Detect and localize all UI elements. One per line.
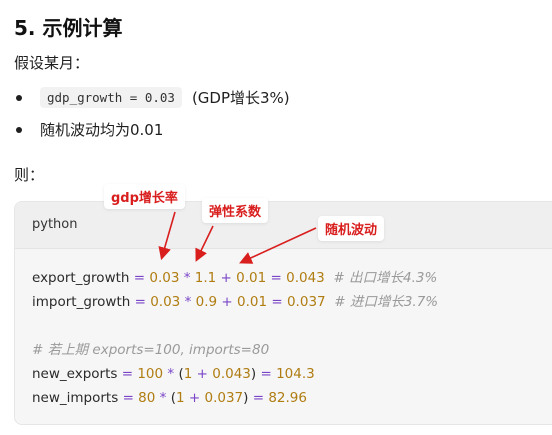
- code-operator: *: [159, 390, 167, 406]
- code-identifier: import_growth: [32, 294, 131, 310]
- code-operator: =: [271, 294, 283, 310]
- code-operator: *: [167, 366, 175, 382]
- intro-text: 假设某月：: [14, 54, 90, 72]
- bullet-random-text: 随机波动均为0.01: [40, 121, 164, 139]
- code-operator: =: [134, 294, 146, 310]
- code-block: python export_growth = 0.03 * 1.1 + 0.01…: [14, 201, 552, 425]
- bullet-dot-icon: [16, 126, 22, 133]
- code-paren: (: [178, 366, 184, 382]
- code-operator: =: [260, 366, 272, 382]
- code-number: 0.01: [236, 270, 267, 286]
- code-paren: (: [170, 390, 176, 406]
- code-operator: =: [122, 390, 134, 406]
- code-number: 0.043: [212, 366, 251, 382]
- code-number: 82.96: [268, 390, 307, 406]
- bullet-dot-icon: [16, 94, 22, 101]
- code-block-header: python: [15, 202, 552, 249]
- code-number: 0.037: [286, 294, 326, 310]
- code-number: 1: [183, 366, 193, 382]
- code-language-label: python: [32, 217, 78, 232]
- code-line: # 若上期 exports=100, imports=80: [32, 338, 438, 362]
- code-number: 80: [138, 390, 156, 406]
- annotation-gdp-rate: gdp增长率: [104, 184, 185, 209]
- code-identifier: new_imports: [32, 390, 119, 406]
- then-text: 则：: [14, 166, 45, 184]
- code-number: 0.043: [286, 270, 325, 286]
- code-operator: *: [184, 294, 192, 310]
- bullet-gdp-note: (GDP增长3%): [191, 89, 290, 107]
- bullet-random: 随机波动均为0.01: [14, 119, 163, 140]
- code-content: export_growth = 0.03 * 1.1 + 0.01 = 0.04…: [32, 266, 438, 410]
- code-paren: ): [243, 390, 249, 406]
- code-operator: +: [188, 390, 201, 406]
- code-number: 100: [137, 366, 164, 382]
- code-line: export_growth = 0.03 * 1.1 + 0.01 = 0.04…: [32, 266, 438, 290]
- code-identifier: new_exports: [32, 366, 118, 382]
- code-line-blank: [32, 314, 438, 338]
- code-number: 104.3: [276, 366, 315, 382]
- code-number: 0.037: [204, 390, 244, 406]
- code-comment: # 出口增长4.3%: [333, 270, 438, 286]
- code-operator: =: [133, 270, 146, 286]
- code-operator: =: [121, 366, 134, 382]
- code-comment: # 进口增长3.7%: [334, 294, 439, 310]
- code-line: new_exports = 100 * (1 + 0.043) = 104.3: [32, 362, 438, 386]
- code-number: 1.1: [194, 270, 217, 286]
- code-operator: =: [270, 270, 282, 286]
- code-number: 0.9: [195, 294, 218, 310]
- code-operator: +: [221, 294, 233, 310]
- code-comment: # 若上期 exports=100, imports=80: [32, 342, 270, 358]
- code-number: 0.03: [150, 294, 181, 310]
- code-paren: ): [250, 366, 257, 382]
- annotation-random-fluctuation: 随机波动: [318, 216, 385, 241]
- code-line: import_growth = 0.03 * 0.9 + 0.01 = 0.03…: [32, 290, 438, 314]
- code-identifier: export_growth: [32, 270, 130, 286]
- code-line: new_imports = 80 * (1 + 0.037) = 82.96: [32, 386, 438, 410]
- code-operator: *: [183, 270, 191, 286]
- annotation-elasticity: 弹性系数: [202, 198, 269, 223]
- code-operator: =: [252, 390, 265, 406]
- inline-code-gdp: gdp_growth = 0.03: [40, 87, 182, 108]
- code-number: 1: [175, 390, 185, 406]
- code-operator: +: [196, 366, 208, 382]
- section-heading: 5. 示例计算: [14, 16, 123, 40]
- code-number: 0.03: [149, 270, 180, 286]
- code-operator: +: [220, 270, 232, 286]
- bullet-gdp-growth: gdp_growth = 0.03 (GDP增长3%): [14, 87, 290, 108]
- code-number: 0.01: [237, 294, 268, 310]
